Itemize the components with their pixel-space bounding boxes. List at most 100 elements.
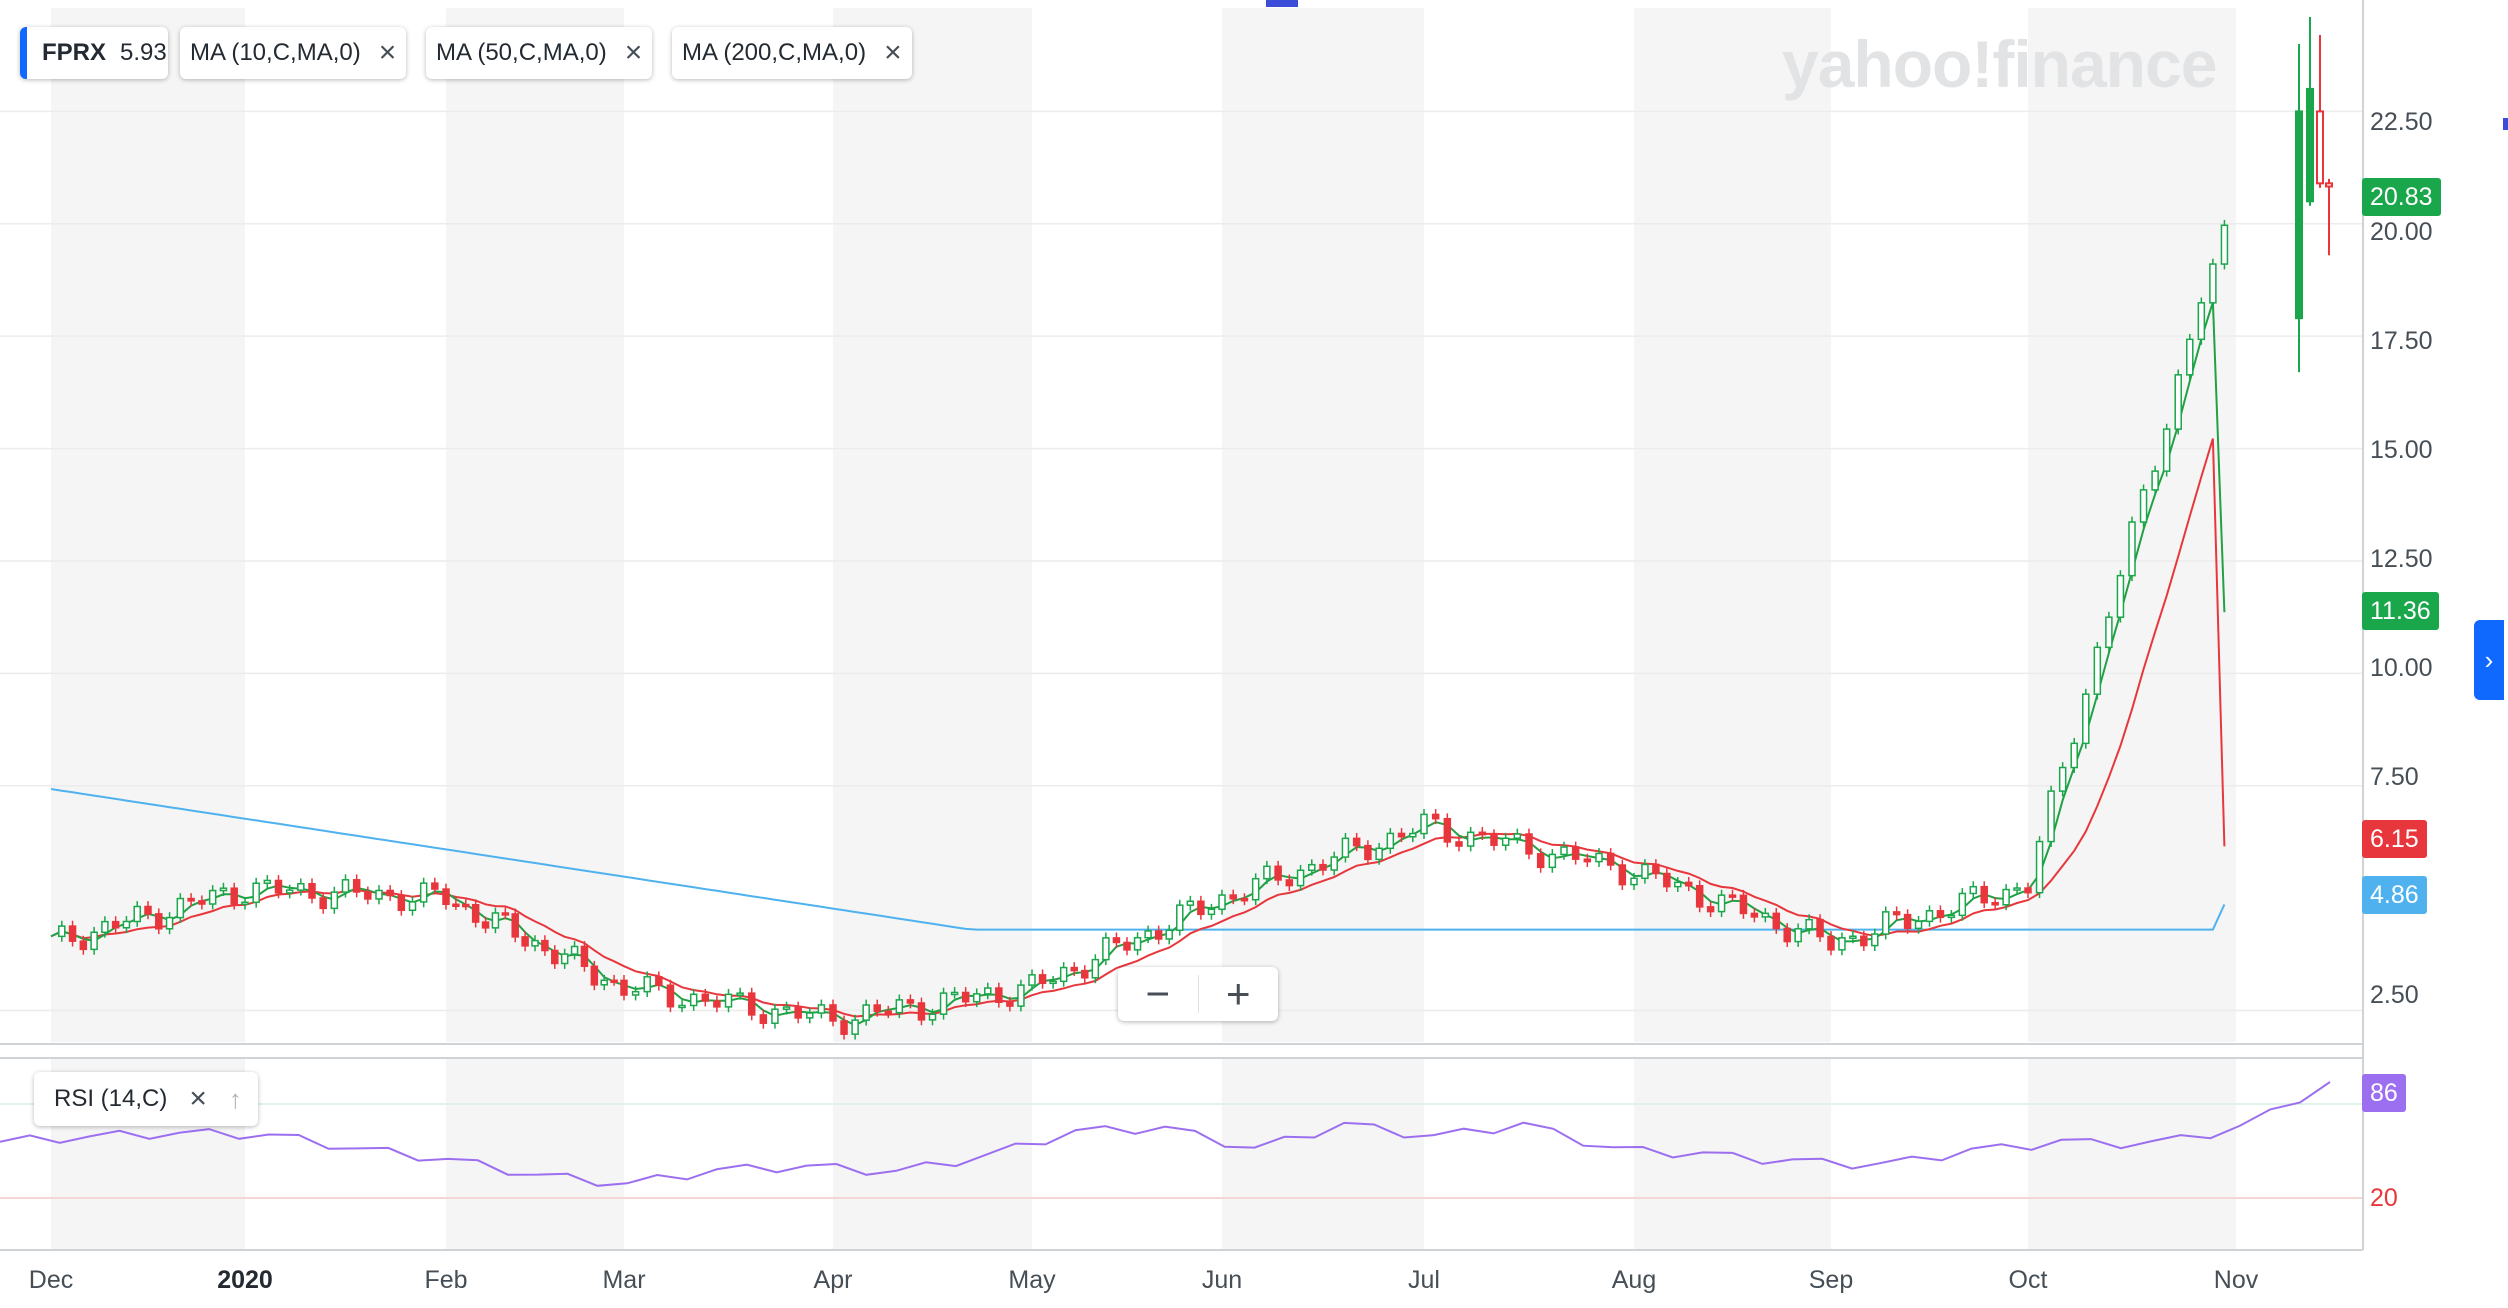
candle-body	[851, 1019, 859, 1035]
ma200-line	[50, 788, 2226, 931]
candle-body	[144, 905, 152, 915]
candle-body	[2002, 888, 2010, 906]
candle-body	[1364, 844, 1372, 861]
rsi-y-tick: 20	[2370, 1184, 2398, 1212]
candle-body	[341, 879, 350, 893]
candle-body	[1871, 933, 1879, 947]
candle-body	[2013, 887, 2021, 891]
candle-body	[1240, 897, 1249, 902]
minus-icon[interactable]: −	[1145, 970, 1171, 1017]
candle-body	[419, 882, 428, 903]
candle-body	[666, 984, 675, 1008]
candle-body	[297, 883, 305, 891]
candle-body	[1838, 937, 1846, 951]
candle-body	[101, 920, 109, 934]
candle-body	[643, 976, 651, 993]
candle-body	[481, 921, 490, 929]
candle-body	[1958, 892, 1967, 917]
candle-body	[1006, 1001, 1014, 1007]
candle-body	[689, 993, 698, 1007]
close-icon[interactable]: ×	[624, 36, 643, 69]
y-tick: 7.50	[2370, 763, 2419, 791]
candle-body	[1695, 885, 1704, 908]
candle-body	[208, 889, 217, 905]
candle-body	[873, 1004, 881, 1012]
candle-body	[840, 1020, 848, 1035]
candle-body	[2070, 742, 2078, 769]
x-tick: Apr	[813, 1266, 853, 1294]
candle-body	[1663, 872, 1671, 888]
y-tick: 17.50	[2370, 327, 2433, 355]
candle-body	[491, 912, 500, 929]
candle-body	[2162, 428, 2171, 472]
candle-body	[1165, 929, 1173, 940]
symbol-price: 5.93	[120, 39, 167, 66]
close-icon[interactable]: ×	[378, 36, 397, 69]
candle-body	[759, 1014, 768, 1024]
candle-body	[1501, 837, 1510, 846]
candle-body	[950, 991, 959, 996]
candle-body	[1794, 928, 1802, 943]
candle-body	[2105, 616, 2113, 649]
month-band	[833, 8, 1032, 1042]
candle-body	[961, 991, 970, 1003]
candle-body	[1397, 832, 1406, 838]
candle-body	[1431, 813, 1440, 820]
chevron-right-icon[interactable]: ›	[2474, 620, 2504, 700]
candle-body	[1263, 865, 1271, 880]
candle-body	[701, 993, 710, 1002]
rsi-month-band	[2028, 1058, 2236, 1250]
candle-body	[1081, 969, 1089, 979]
candle-body	[2220, 224, 2229, 265]
candle-body	[2093, 646, 2102, 695]
candle-body	[230, 887, 238, 905]
y-tick: 22.50	[2370, 108, 2433, 136]
candle-body	[1630, 877, 1638, 886]
range-marker	[1266, 0, 1298, 7]
candle-body	[1409, 832, 1417, 838]
candle-body	[442, 888, 450, 906]
candle-body	[1154, 930, 1163, 940]
x-tick: Dec	[28, 1266, 74, 1294]
candle-body	[1925, 910, 1934, 923]
candle-body	[1618, 864, 1627, 886]
ma10-label: MA (10,C,MA,0)	[190, 39, 361, 66]
candle-body	[560, 953, 569, 965]
candle-body	[397, 894, 406, 912]
ma10-legend[interactable]: MA (10,C,MA,0) ×	[180, 27, 407, 79]
rsi-legend[interactable]: RSI (14,C) × ↑	[34, 1072, 258, 1126]
close-icon[interactable]: ×	[189, 1082, 207, 1115]
close-icon[interactable]: ×	[884, 36, 902, 69]
y-tick: 20.00	[2370, 218, 2433, 246]
candle-body	[1827, 935, 1835, 951]
candle-body	[782, 1006, 791, 1010]
plus-icon[interactable]: +	[1225, 970, 1251, 1017]
candle-body	[471, 903, 480, 923]
ma50-legend[interactable]: MA (50,C,MA,0) ×	[426, 27, 653, 79]
month-band	[446, 8, 624, 1042]
zoom-controls: − +	[1118, 967, 1278, 1021]
arrow-up-icon[interactable]: ↑	[228, 1084, 242, 1114]
candle-body	[1490, 833, 1498, 846]
candle-body	[187, 897, 195, 902]
candle-body	[906, 999, 915, 1004]
candle-body	[1296, 869, 1305, 887]
candle-body	[319, 897, 327, 910]
candle-body	[747, 992, 756, 1016]
candle-body	[1176, 904, 1184, 932]
candle-body	[431, 882, 439, 890]
month-band	[51, 8, 245, 1042]
candle-body	[1583, 858, 1592, 863]
candle-body	[817, 1004, 826, 1014]
candle-body	[1652, 863, 1660, 875]
candle-body	[285, 889, 294, 894]
candle-body	[352, 879, 361, 893]
candle-body	[1936, 910, 1945, 919]
ma200-legend[interactable]: MA (200,C,MA,0) ×	[672, 27, 912, 79]
x-tick: 2020	[217, 1266, 273, 1294]
candle-body	[610, 979, 618, 984]
candle-body	[155, 913, 163, 930]
symbol-legend[interactable]: FPRX 5.93	[20, 27, 168, 79]
candle-body	[1571, 846, 1580, 860]
